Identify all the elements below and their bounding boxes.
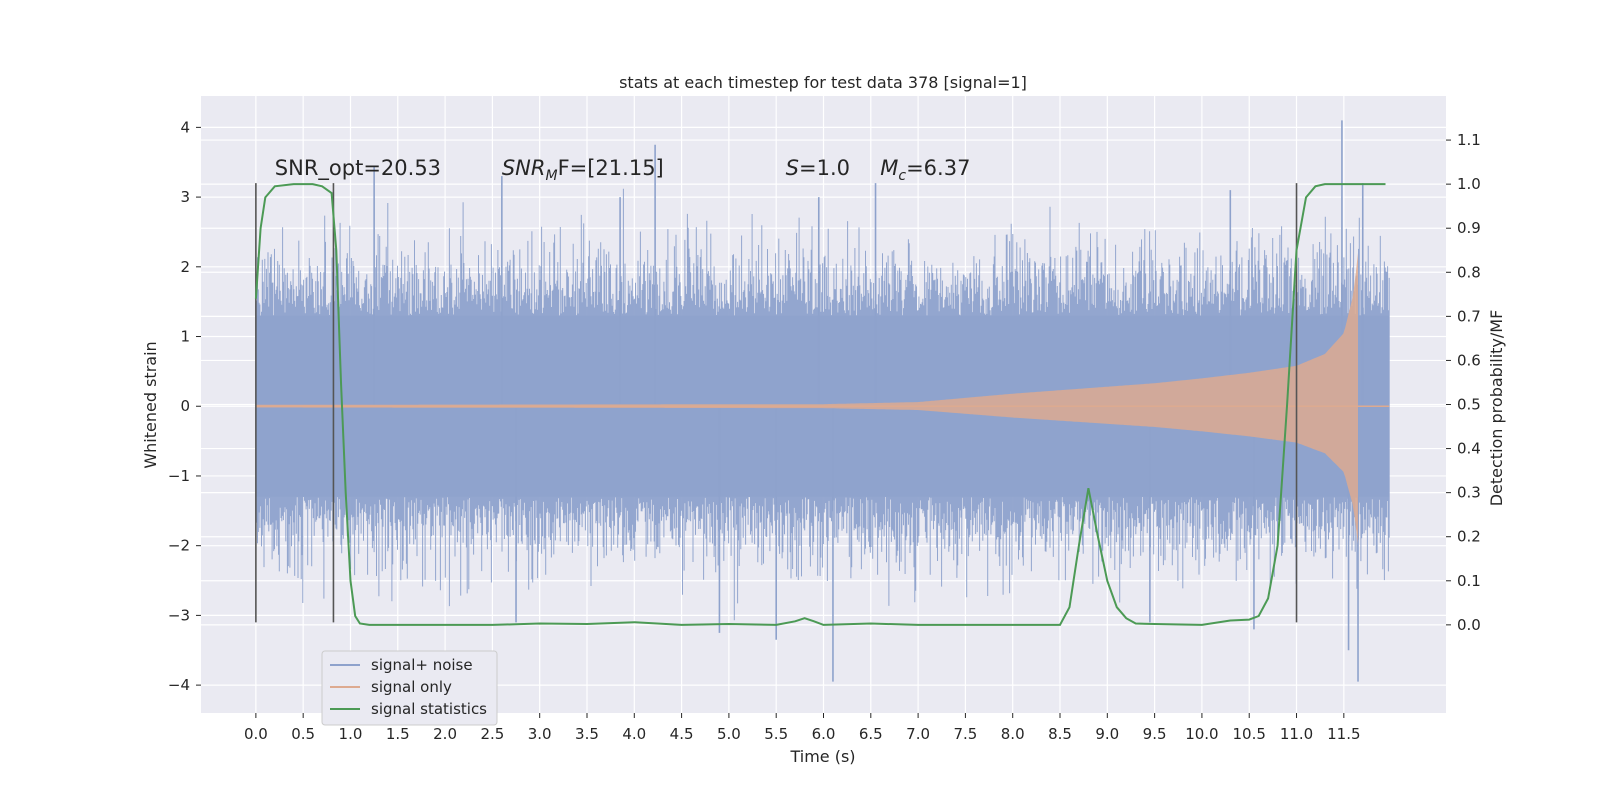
chart-title: stats at each timestep for test data 378… — [619, 73, 1027, 92]
annotation-text: SNRMF=[21.15] — [502, 156, 664, 184]
annotation-text: S=1.0 — [786, 156, 850, 180]
legend: signal+ noise signal only signal statist… — [321, 650, 498, 726]
x-tick-label: 0.0 — [244, 725, 268, 743]
x-tick-label: 2.5 — [480, 725, 504, 743]
x-tick-label: 6.5 — [859, 725, 883, 743]
x-tick-label: 8.5 — [1048, 725, 1072, 743]
legend-label-signal-statistics: signal statistics — [371, 700, 487, 718]
y-right-tick-label: 0.3 — [1457, 484, 1481, 502]
y-right-tick-label: 0.7 — [1457, 307, 1481, 325]
y-tick-label: −4 — [168, 676, 190, 694]
x-axis-ticks: 0.0 0.5 1.0 1.5 2.0 2.5 3.0 3.5 4.0 4.5 5.0 5.5 6.0 6… — [244, 713, 1361, 743]
x-tick-label: 9.5 — [1143, 725, 1167, 743]
x-tick-label: 4.5 — [670, 725, 694, 743]
y-tick-label: 3 — [180, 188, 190, 206]
y-tick-label: 1 — [180, 328, 190, 346]
y-right-tick-label: 0.1 — [1457, 572, 1481, 590]
y-axis-ticks: −4 −3 −2 −1 0 1 2 3 4 — [168, 118, 201, 694]
y-right-axis-label: Detection probability/MF — [1487, 310, 1506, 507]
y-tick-label: 2 — [180, 258, 190, 276]
x-tick-label: 10.0 — [1185, 725, 1218, 743]
x-tick-label: 11.5 — [1327, 725, 1360, 743]
x-tick-label: 7.5 — [953, 725, 977, 743]
x-tick-label: 7.0 — [906, 725, 930, 743]
annotation-text: Mc=6.37 — [880, 156, 970, 184]
y-right-axis-ticks: 0.0 0.1 0.2 0.3 0.4 0.5 0.6 0.7 0.8 0.9 1.0 1.1 — [1446, 131, 1481, 634]
legend-label-signal-only: signal only — [371, 678, 452, 696]
y-right-tick-label: 0.0 — [1457, 616, 1481, 634]
statistics-line — [254, 183, 1386, 626]
x-tick-label: 6.0 — [812, 725, 836, 743]
y-tick-label: −3 — [168, 606, 190, 624]
x-tick-label: 2.0 — [433, 725, 457, 743]
legend-box — [321, 650, 498, 726]
annotations: SNR_opt=20.53 SNRMF=[21.15] S=1.0 Mc=6.37 — [275, 156, 971, 184]
y-right-tick-label: 0.5 — [1457, 396, 1481, 414]
y-right-tick-label: 0.9 — [1457, 219, 1481, 237]
x-tick-label: 1.0 — [339, 725, 363, 743]
x-tick-label: 4.0 — [622, 725, 646, 743]
y-tick-label: −1 — [168, 467, 190, 485]
y-right-tick-label: 1.0 — [1457, 175, 1481, 193]
x-tick-label: 3.0 — [528, 725, 552, 743]
x-tick-label: 3.5 — [575, 725, 599, 743]
signal-statistics-series — [254, 183, 1386, 626]
y-tick-label: 4 — [180, 118, 190, 136]
y-right-tick-label: 0.2 — [1457, 528, 1481, 546]
y-axis-label: Whitened strain — [141, 341, 160, 468]
signal-only-series — [255, 252, 1390, 545]
x-tick-label: 8.0 — [1001, 725, 1025, 743]
y-right-tick-label: 0.8 — [1457, 263, 1481, 281]
x-tick-label: 11.0 — [1280, 725, 1313, 743]
x-axis-label: Time (s) — [789, 747, 855, 766]
x-tick-label: 5.0 — [717, 725, 741, 743]
x-tick-label: 1.5 — [386, 725, 410, 743]
chirp-envelope — [255, 252, 1358, 545]
y-right-tick-label: 0.6 — [1457, 351, 1481, 369]
y-tick-label: 0 — [180, 397, 190, 415]
x-tick-label: 10.5 — [1233, 725, 1266, 743]
y-right-tick-label: 1.1 — [1457, 131, 1481, 149]
x-tick-label: 9.0 — [1095, 725, 1119, 743]
y-right-tick-label: 0.4 — [1457, 440, 1481, 458]
annotation-text: SNR_opt=20.53 — [275, 156, 441, 181]
x-tick-label: 0.5 — [291, 725, 315, 743]
legend-label-signal-noise: signal+ noise — [371, 656, 473, 674]
x-tick-label: 5.5 — [764, 725, 788, 743]
y-tick-label: −2 — [168, 537, 190, 555]
